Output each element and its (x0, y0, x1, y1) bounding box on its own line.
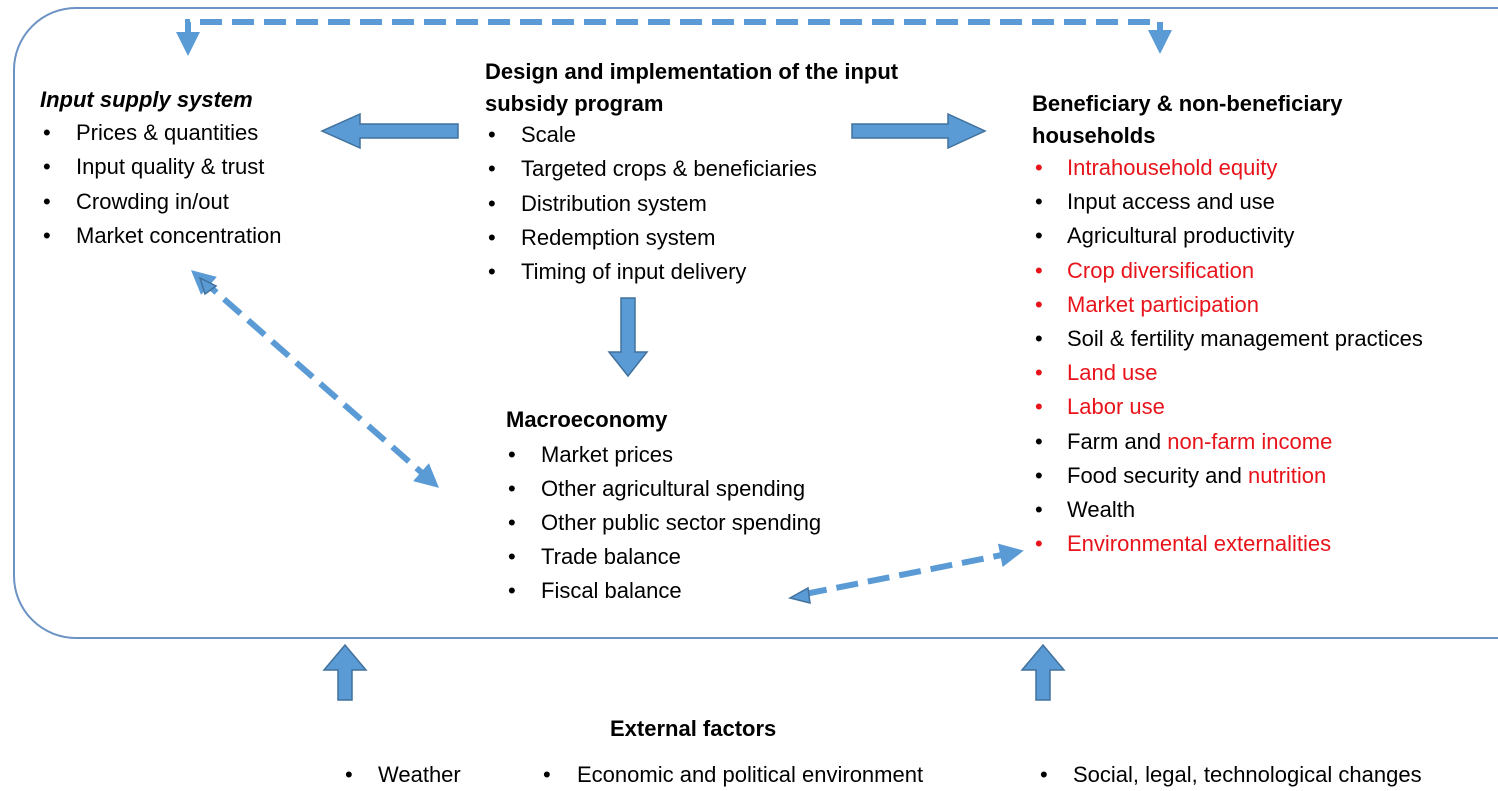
external-title: External factors (610, 716, 777, 741)
item-text: Soil & fertility management practices (1067, 326, 1423, 351)
bullet: • (1035, 189, 1043, 215)
macro-title: Macroeconomy (506, 407, 668, 432)
list-item: Market participation (1067, 292, 1259, 318)
list-item: Soil & fertility management practices (1067, 326, 1423, 352)
list-item: Crowding in/out (76, 188, 229, 214)
list-item: Farm and non-farm income (1067, 429, 1332, 455)
item-text: Agricultural productivity (1067, 223, 1295, 249)
item-text: Intrahousehold equity (1067, 155, 1278, 180)
households-title: Beneficiary & non-beneficiary households (1032, 91, 1343, 148)
item-text: Crop diversification (1067, 257, 1255, 283)
list-item: Social, legal, technological changes (1073, 762, 1422, 787)
list-item: Environmental externalities (1067, 531, 1331, 557)
list-item: Land use (1067, 360, 1158, 386)
list-item: Intrahousehold equity (1067, 155, 1277, 181)
bullet: • (488, 259, 496, 285)
input-supply-title: Input supply system (40, 87, 253, 112)
bullet: • (508, 442, 516, 467)
item-text: Farm and (1067, 428, 1168, 454)
bullet: • (1035, 326, 1043, 351)
bullet: • (488, 122, 496, 147)
frame (13, 7, 1498, 639)
list-item: Prices & quantities (76, 120, 259, 145)
item-text: Market participation (1067, 291, 1259, 317)
list-item: Targeted crops & beneficiaries (521, 156, 817, 182)
bullet: • (1035, 223, 1043, 249)
bullet: • (508, 510, 516, 535)
dashed-arrows (176, 19, 1172, 597)
item-text: Land use (1067, 360, 1158, 386)
bullet: • (508, 544, 516, 569)
list-item: Market prices (541, 442, 674, 467)
list-item: Redemption system (521, 224, 716, 250)
item-text: Labor use (1067, 394, 1165, 420)
item-text: Food security and (1067, 462, 1248, 488)
bullet: • (43, 188, 51, 214)
bullet: • (1035, 462, 1043, 488)
bullet: • (508, 476, 516, 501)
bullet: • (543, 762, 551, 787)
list-item: Fiscal balance (541, 578, 682, 603)
item-text: Input access and use (1067, 189, 1275, 215)
item-text: Environmental externalities (1067, 531, 1332, 557)
bullet: • (1035, 497, 1043, 522)
bullet: • (488, 224, 496, 250)
item-text: Wealth (1067, 497, 1136, 522)
bullet: • (43, 222, 51, 248)
bullet: • (345, 762, 353, 787)
bullet: • (488, 190, 496, 216)
list-item: Crop diversification (1067, 258, 1254, 284)
bullet: • (488, 156, 496, 182)
list-item: Labor use (1067, 394, 1165, 420)
list-item: Timing of input delivery (521, 259, 747, 285)
item-text: non-farm income (1167, 428, 1333, 454)
bullet: • (1035, 291, 1043, 317)
bullet: • (1035, 394, 1043, 420)
list-item: Other agricultural spending (541, 476, 806, 501)
list-item: Wealth (1067, 497, 1135, 523)
bullet: • (1035, 155, 1043, 180)
list-item: Scale (521, 122, 577, 147)
design-title: Design and implementation of the input s… (485, 59, 899, 116)
list-item: Distribution system (521, 190, 707, 216)
list-item: Other public sector spending (541, 510, 822, 535)
bullet: • (1040, 762, 1048, 787)
list-item: Trade balance (541, 544, 681, 569)
bullet: • (1035, 428, 1043, 454)
bullet: • (1035, 360, 1043, 386)
bullet: • (43, 154, 51, 180)
block-arrows (198, 112, 1066, 701)
bullet: • (1035, 531, 1043, 557)
item-text: nutrition (1247, 462, 1327, 488)
list-item: Input quality & trust (76, 154, 265, 180)
list-item: Input access and use (1067, 189, 1275, 215)
list-item: Market concentration (76, 222, 282, 248)
list-item: Weather (378, 762, 461, 787)
list-item: Food security and nutrition (1067, 463, 1326, 489)
bullet: • (43, 120, 51, 145)
list-item: Agricultural productivity (1067, 223, 1294, 249)
bullet: • (508, 578, 516, 603)
list-item: Economic and political environment (577, 762, 924, 787)
bullet: • (1035, 257, 1043, 283)
